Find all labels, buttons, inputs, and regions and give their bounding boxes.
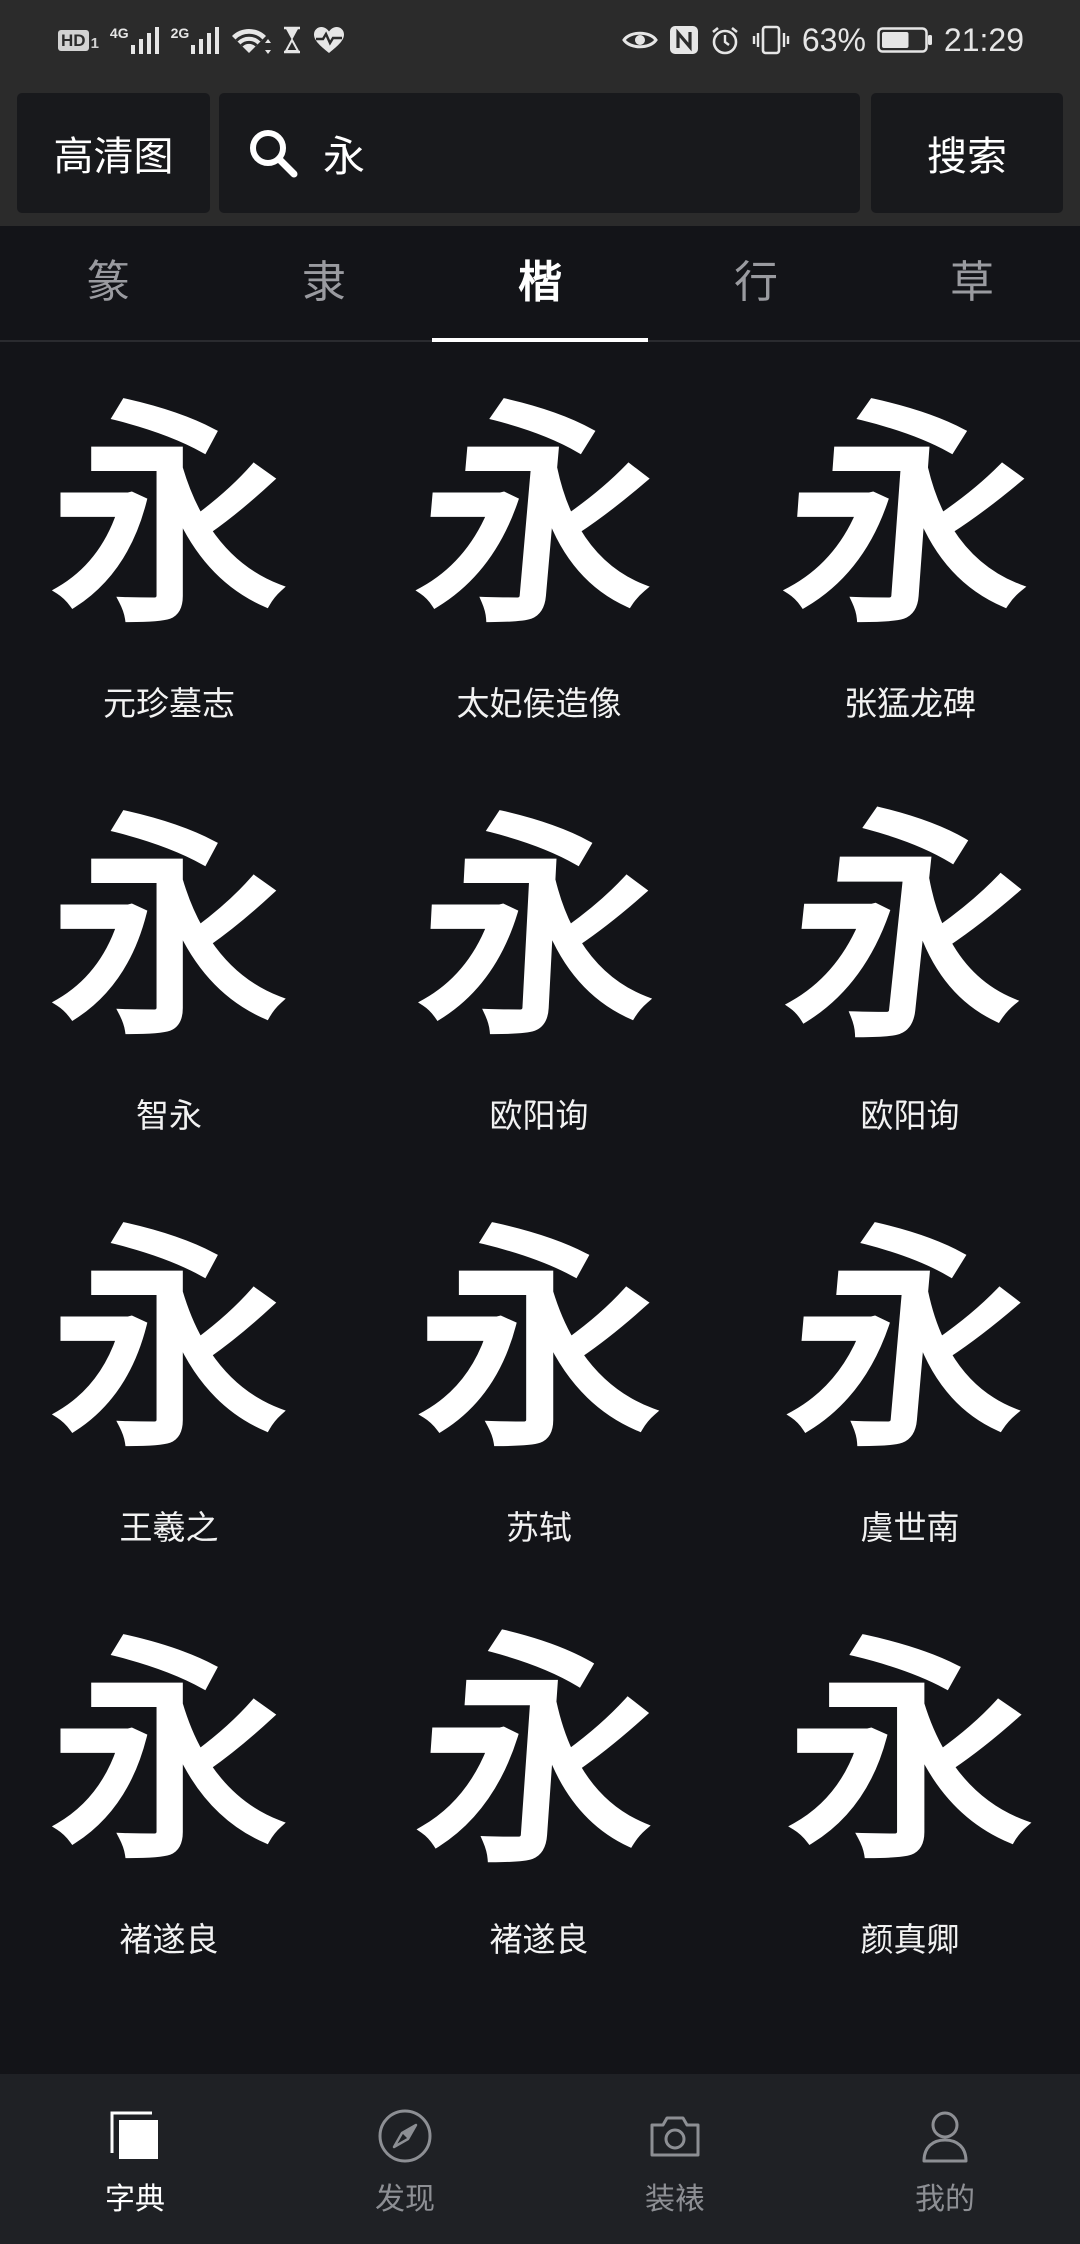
nav-discover[interactable]: 发现 — [270, 2074, 540, 2244]
results-grid: 永 元珍墓志 永 太妃侯造像 永 张猛龙碑 永 智永 永 欧阳询 永 欧阳询 永… — [0, 342, 1080, 1990]
tab-clerical-script[interactable]: 隶 — [302, 258, 346, 307]
status-left-group: HD 1 4G 2G — [58, 25, 345, 55]
sim1-signal: 4G — [110, 26, 160, 54]
camera-icon — [650, 2116, 700, 2157]
calligrapher-label: 欧阳询 — [860, 1097, 960, 1134]
search-button[interactable]: 搜索 — [871, 93, 1063, 213]
calligrapher-label: 虞世南 — [860, 1509, 960, 1546]
tab-cursive-script[interactable]: 草 — [950, 258, 994, 307]
script-style-tabs: 篆 隶 楷 行 草 — [0, 226, 1080, 342]
search-input[interactable] — [323, 93, 843, 213]
calligraphy-image: 永 — [776, 785, 1044, 1073]
calligraphy-image: 永 — [50, 1614, 287, 1892]
calligrapher-label: 颜真卿 — [860, 1921, 960, 1958]
result-tile[interactable]: 永 褚遂良 — [338, 1578, 740, 1990]
result-tile[interactable]: 永 王羲之 — [0, 1166, 338, 1578]
battery-percent: 63% — [801, 22, 866, 58]
calligrapher-label: 褚遂良 — [489, 1921, 589, 1958]
result-tile[interactable]: 永 太妃侯造像 — [338, 342, 740, 754]
calligrapher-label: 智永 — [136, 1097, 202, 1134]
sim2-signal: 2G — [171, 26, 221, 54]
hd-badge: HD — [58, 29, 89, 51]
tab-seal-script[interactable]: 篆 — [86, 258, 130, 307]
result-tile[interactable]: 永 颜真卿 — [740, 1578, 1080, 1990]
calligraphy-image: 永 — [787, 1614, 1033, 1892]
result-tile[interactable]: 永 欧阳询 — [338, 754, 740, 1166]
profile-icon — [922, 2111, 968, 2163]
search-header: 高清图 搜索 — [0, 80, 1080, 226]
eye-comfort-icon — [622, 31, 658, 49]
calligrapher-label: 太妃侯造像 — [456, 685, 622, 722]
signal-bars-icon — [191, 27, 220, 54]
vibrate-icon — [752, 25, 790, 55]
battery-fill — [881, 32, 909, 48]
hourglass-icon — [284, 26, 301, 54]
tab-running-script[interactable]: 行 — [734, 258, 778, 307]
calligraphy-image: 永 — [50, 790, 287, 1068]
nav-profile[interactable]: 我的 — [810, 2074, 1080, 2244]
status-right-group: 63% 21:29 — [622, 20, 1024, 60]
calligrapher-label: 苏轼 — [506, 1509, 572, 1546]
calligraphy-image: 永 — [777, 378, 1043, 656]
calligraphy-image: 永 — [779, 1202, 1041, 1480]
sim1-network-type: 4G — [109, 25, 129, 41]
calligrapher-label: 王羲之 — [119, 1509, 219, 1546]
calligraphy-image: 永 — [50, 1202, 287, 1480]
result-tile[interactable]: 永 褚遂良 — [0, 1578, 338, 1990]
result-tile[interactable]: 永 欧阳询 — [740, 754, 1080, 1166]
battery-icon — [877, 27, 932, 53]
result-tile[interactable]: 永 张猛龙碑 — [740, 342, 1080, 754]
dictionary-icon — [110, 2111, 158, 2159]
result-tile[interactable]: 永 智永 — [0, 754, 338, 1166]
tab-regular-script[interactable]: 楷 — [432, 226, 648, 342]
nav-mounting[interactable]: 装裱 — [540, 2074, 810, 2244]
bottom-navigation: 字典 发现 装裱 我的 — [0, 2074, 1080, 2244]
result-tile[interactable]: 永 虞世南 — [740, 1166, 1080, 1578]
calligraphy-image: 永 — [413, 790, 665, 1068]
result-tile[interactable]: 永 苏轼 — [338, 1166, 740, 1578]
calligraphy-image: 永 — [410, 1608, 668, 1898]
status-bar: HD 1 4G 2G — [0, 0, 1080, 80]
nav-label: 发现 — [375, 2183, 435, 2216]
hd-voice-indicator: HD 1 — [58, 29, 99, 52]
alarm-icon — [712, 26, 738, 55]
nav-dictionary[interactable]: 字典 — [0, 2074, 270, 2244]
calligrapher-label: 元珍墓志 — [103, 685, 235, 722]
calligrapher-label: 张猛龙碑 — [844, 685, 976, 722]
wifi-icon — [232, 28, 272, 54]
calligraphy-image: 永 — [408, 378, 670, 656]
calligraphy-image: 永 — [50, 378, 287, 656]
nav-label: 字典 — [105, 2183, 165, 2216]
health-icon — [314, 27, 345, 53]
clock: 21:29 — [943, 22, 1024, 58]
nav-label: 装裱 — [645, 2183, 705, 2216]
compass-icon — [378, 2109, 432, 2163]
search-field[interactable] — [219, 93, 860, 213]
sim2-network-type: 2G — [170, 25, 190, 41]
calligrapher-label: 欧阳询 — [489, 1097, 589, 1134]
calligrapher-label: 褚遂良 — [119, 1921, 219, 1958]
calligraphy-image: 永 — [417, 1202, 661, 1480]
hd-sim-number: 1 — [90, 34, 99, 52]
signal-bars-icon — [130, 27, 159, 54]
hd-image-button[interactable]: 高清图 — [17, 93, 210, 213]
search-icon — [250, 130, 298, 178]
nav-label: 我的 — [915, 2183, 975, 2216]
result-tile[interactable]: 永 元珍墓志 — [0, 342, 338, 754]
nfc-icon — [669, 26, 698, 54]
